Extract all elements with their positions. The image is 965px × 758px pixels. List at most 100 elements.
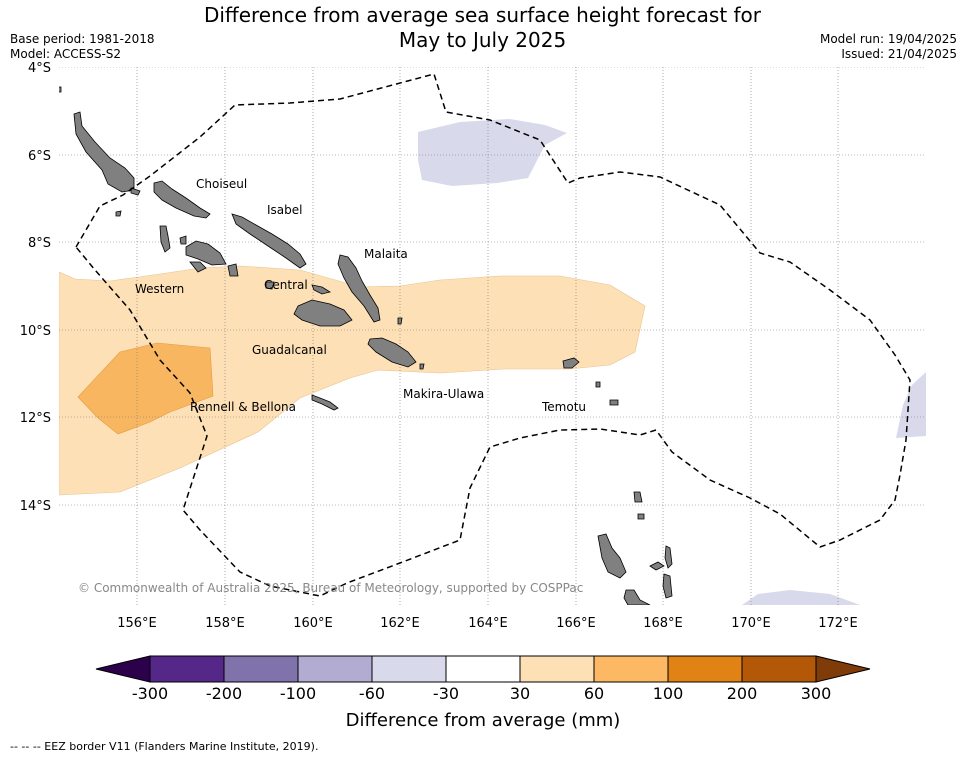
longitude-labels: 156°E 158°E 160°E 162°E 164°E 166°E 168°… xyxy=(117,616,858,631)
colorbar-tick-label: -30 xyxy=(433,684,459,703)
model-run: Model run: 19/04/2025 xyxy=(819,32,957,46)
anomaly-negative-east xyxy=(896,372,926,438)
label-guadalcanal: Guadalcanal xyxy=(252,343,327,357)
colorbar-tick-label: -60 xyxy=(359,684,385,703)
colorbar-tick-label: -300 xyxy=(132,684,168,703)
island-small-10 xyxy=(633,491,643,503)
island-vella-lavella xyxy=(159,225,171,253)
graticule xyxy=(59,67,926,605)
issued-date: Issued: 21/04/2025 xyxy=(841,47,957,61)
lat-label: 12°S xyxy=(20,411,51,426)
label-isabel: Isabel xyxy=(267,203,302,217)
label-western: Western xyxy=(135,282,184,296)
island-small-9 xyxy=(609,399,619,406)
island-small-11 xyxy=(637,513,645,520)
island-small-2 xyxy=(130,187,141,196)
colorbar-tick-label: 300 xyxy=(801,684,832,703)
eez-border xyxy=(75,73,911,597)
colorbar-segment xyxy=(149,655,225,683)
lon-label: 158°E xyxy=(205,616,245,631)
label-temotu: Temotu xyxy=(541,400,586,414)
island-small-4 xyxy=(227,263,239,277)
colorbar-low-extension xyxy=(95,655,151,683)
island-small-5 xyxy=(265,281,275,290)
island-malaita xyxy=(337,254,381,323)
land-masses xyxy=(59,86,673,605)
island-rennell xyxy=(311,394,339,411)
meta-right: Model run: 19/04/2025 Issued: 21/04/2025 xyxy=(820,32,957,62)
island-small-7 xyxy=(189,261,207,273)
lon-label: 168°E xyxy=(643,616,683,631)
label-central: Central xyxy=(264,278,308,292)
lat-label: 8°S xyxy=(28,236,51,251)
lat-label: 6°S xyxy=(28,149,51,164)
island-small-8 xyxy=(595,381,601,388)
copyright-notice: © Commonwealth of Australia 2025, Bureau… xyxy=(78,581,583,595)
island-maewo xyxy=(664,545,673,569)
island-malekula xyxy=(623,589,651,605)
colorbar-segment xyxy=(667,655,743,683)
lon-label: 156°E xyxy=(117,616,157,631)
island-small-14 xyxy=(419,363,425,370)
colorbar-tick-label: 200 xyxy=(727,684,758,703)
lon-label: 170°E xyxy=(731,616,771,631)
island-choiseul xyxy=(153,180,211,219)
island-small-13 xyxy=(397,317,403,325)
anomaly-60-100-region xyxy=(77,342,214,435)
label-choiseul: Choiseul xyxy=(196,177,247,191)
island-bougainville xyxy=(73,111,135,193)
colorbar-segment xyxy=(519,655,595,683)
anomaly-negative-north xyxy=(418,119,567,186)
island-small-12 xyxy=(59,86,62,93)
island-makira xyxy=(367,337,417,368)
eez-footnote: -- -- -- EEZ border V11 (Flanders Marine… xyxy=(10,740,319,753)
colorbar-tick-label: 100 xyxy=(653,684,684,703)
island-pentecost xyxy=(662,573,673,599)
colorbar-label: Difference from average (mm) xyxy=(346,710,621,731)
title-line-1: Difference from average sea surface heig… xyxy=(203,3,762,27)
island-small-1 xyxy=(115,210,122,217)
colorbar-tick-label: 60 xyxy=(584,684,604,703)
colorbar: -300 -200 -100 -60 -30 30 60 100 200 300… xyxy=(95,655,871,731)
latitude-labels: 4°S 6°S 8°S 10°S 12°S 14°S xyxy=(20,61,51,514)
lon-label: 162°E xyxy=(380,616,420,631)
island-small-3 xyxy=(179,235,187,245)
colorbar-segment xyxy=(741,655,817,683)
colorbar-segment xyxy=(297,655,373,683)
base-period: Base period: 1981-2018 xyxy=(10,32,155,46)
colorbar-segment xyxy=(371,655,447,683)
colorbar-tick-label: -200 xyxy=(206,684,242,703)
label-malaita: Malaita xyxy=(364,247,408,261)
chart-title: Difference from average sea surface heig… xyxy=(0,3,965,53)
title-line-2: May to July 2025 xyxy=(398,28,567,52)
lon-label: 164°E xyxy=(468,616,508,631)
island-new-georgia xyxy=(185,240,227,266)
island-ambae xyxy=(649,561,665,571)
colorbar-high-extension xyxy=(815,655,871,683)
lat-label: 14°S xyxy=(20,499,51,514)
lon-label: 166°E xyxy=(556,616,596,631)
map-area xyxy=(59,67,926,605)
lat-label: 4°S xyxy=(28,61,51,76)
colorbar-tick-label: -100 xyxy=(280,684,316,703)
label-rennell-bellona: Rennell & Bellona xyxy=(190,400,296,414)
colorbar-segment xyxy=(445,655,521,683)
colorbar-segment xyxy=(223,655,299,683)
anomaly-30-60-region xyxy=(59,265,646,496)
colorbar-tick-label: 30 xyxy=(510,684,530,703)
lon-label: 172°E xyxy=(818,616,858,631)
island-temotu-santa-cruz xyxy=(562,357,580,369)
island-espiritu-santo xyxy=(597,533,627,579)
anomaly-negative-south xyxy=(742,590,860,605)
island-isabel xyxy=(231,213,307,269)
island-guadalcanal xyxy=(293,299,353,327)
lat-label: 10°S xyxy=(20,324,51,339)
model-name: Model: ACCESS-S2 xyxy=(10,47,122,61)
island-small-6 xyxy=(311,284,332,295)
colorbar-segment xyxy=(593,655,669,683)
lon-label: 160°E xyxy=(293,616,333,631)
meta-left: Base period: 1981-2018 Model: ACCESS-S2 xyxy=(10,32,155,62)
province-labels: Choiseul Isabel Malaita Western Central … xyxy=(135,177,586,414)
colorbar-ticks: -300 -200 -100 -60 -30 30 60 100 200 300 xyxy=(132,684,831,703)
